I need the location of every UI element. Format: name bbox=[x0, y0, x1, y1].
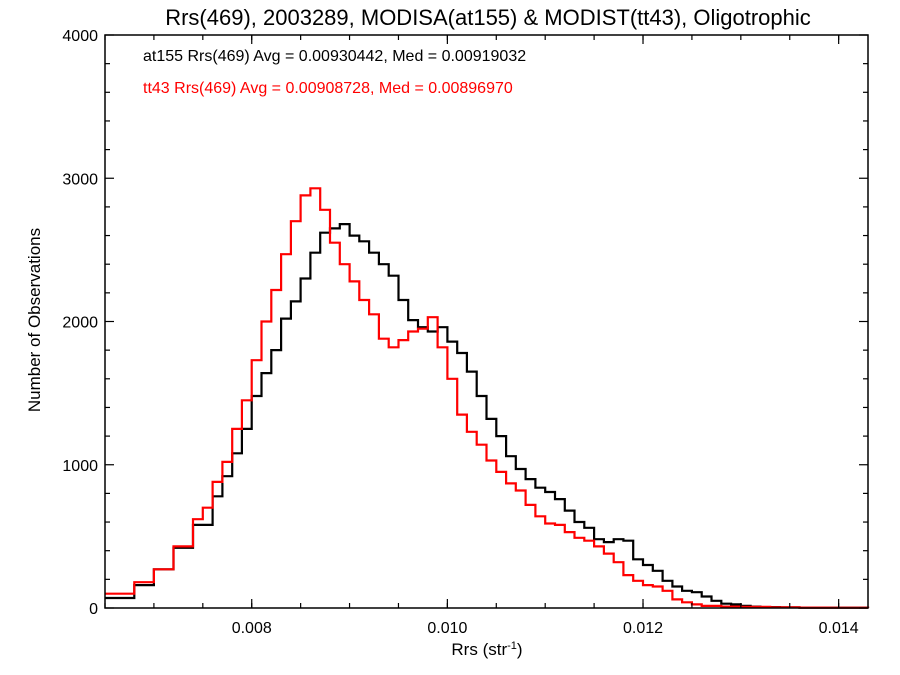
series-line-0 bbox=[105, 223, 870, 609]
x-axis-label-main: Rrs (str bbox=[451, 640, 507, 659]
x-axis-label-close: ) bbox=[517, 640, 523, 659]
series-layer bbox=[105, 187, 870, 609]
y-tick-label: 2000 bbox=[62, 315, 98, 332]
annotation-black: at155 Rrs(469) Avg = 0.00930442, Med = 0… bbox=[143, 48, 526, 65]
y-tick-label: 4000 bbox=[62, 28, 98, 45]
chart-title: Rrs(469), 2003289, MODISA(at155) & MODIS… bbox=[165, 5, 811, 30]
y-tick-label: 0 bbox=[89, 601, 98, 618]
y-axis-label: Number of Observations bbox=[25, 228, 44, 412]
x-axis-label-superscript: -1 bbox=[507, 640, 517, 652]
x-tick-label: 0.014 bbox=[819, 620, 859, 637]
ticks-layer: 0.008 0.010 0.012 0.014 0 1000 2000 3000 4000 bbox=[62, 28, 868, 637]
x-tick-label: 0.010 bbox=[427, 620, 467, 637]
y-tick-label: 3000 bbox=[62, 171, 98, 188]
x-axis-label: Rrs (str-1) bbox=[451, 640, 522, 659]
x-tick-label: 0.012 bbox=[623, 620, 663, 637]
x-tick-label: 0.008 bbox=[232, 620, 272, 637]
series-line-1 bbox=[105, 187, 870, 609]
y-tick-label: 1000 bbox=[62, 458, 98, 475]
plot-frame bbox=[104, 34, 869, 609]
annotation-red: tt43 Rrs(469) Avg = 0.00908728, Med = 0.… bbox=[143, 80, 513, 97]
